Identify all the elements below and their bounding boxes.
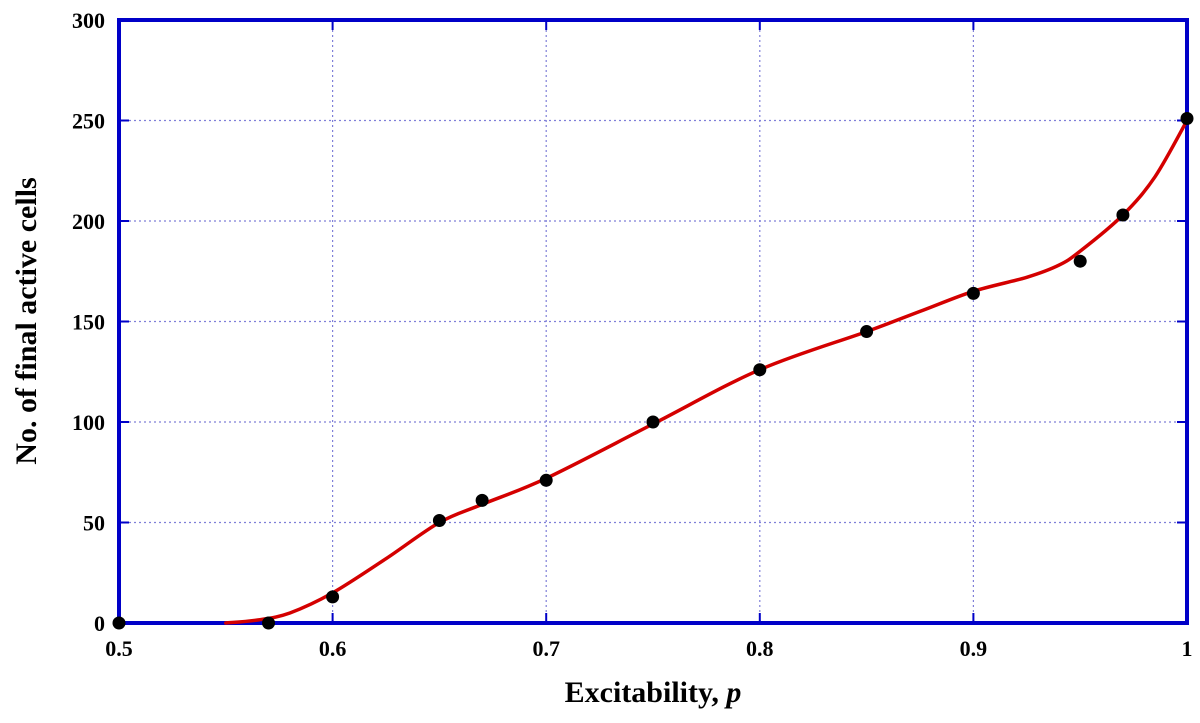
x-tick-labels: 0.5 0.6 0.7 0.8 0.9 1 [105,636,1192,661]
data-point [262,616,276,630]
y-tick-labels: 0 50 100 150 200 250 300 [72,8,105,636]
data-point [326,590,340,604]
data-point [475,493,489,507]
data-points [112,111,1194,630]
y-tick-label: 100 [72,410,105,435]
data-point [753,363,767,377]
x-tick-label: 0.8 [746,636,774,661]
y-tick-label: 300 [72,8,105,33]
x-axis-title-variable: p [723,676,741,709]
y-tick-label: 150 [72,310,105,335]
y-tick-label: 200 [72,209,105,234]
y-axis-title: No. of final active cells [10,177,43,464]
data-point [1180,111,1194,125]
x-tick-label: 0.7 [532,636,560,661]
x-axis-title-text: Excitability, [565,676,727,709]
data-point [646,415,660,429]
data-point [432,513,446,527]
data-point [112,616,126,630]
data-point [860,325,874,339]
x-tick-label: 1 [1182,636,1193,661]
x-tick-label: 0.5 [105,636,133,661]
data-point [966,286,980,300]
data-point [1073,254,1087,268]
data-point [539,473,553,487]
fit-curve [224,118,1189,625]
data-point [1116,208,1130,222]
x-tick-label: 0.6 [319,636,347,661]
y-tick-label: 50 [83,511,105,536]
x-axis-title: Excitability, p [565,676,742,709]
y-tick-label: 250 [72,109,105,134]
y-tick-label: 0 [94,611,105,636]
x-tick-label: 0.9 [960,636,988,661]
grid-lines [119,20,1187,623]
